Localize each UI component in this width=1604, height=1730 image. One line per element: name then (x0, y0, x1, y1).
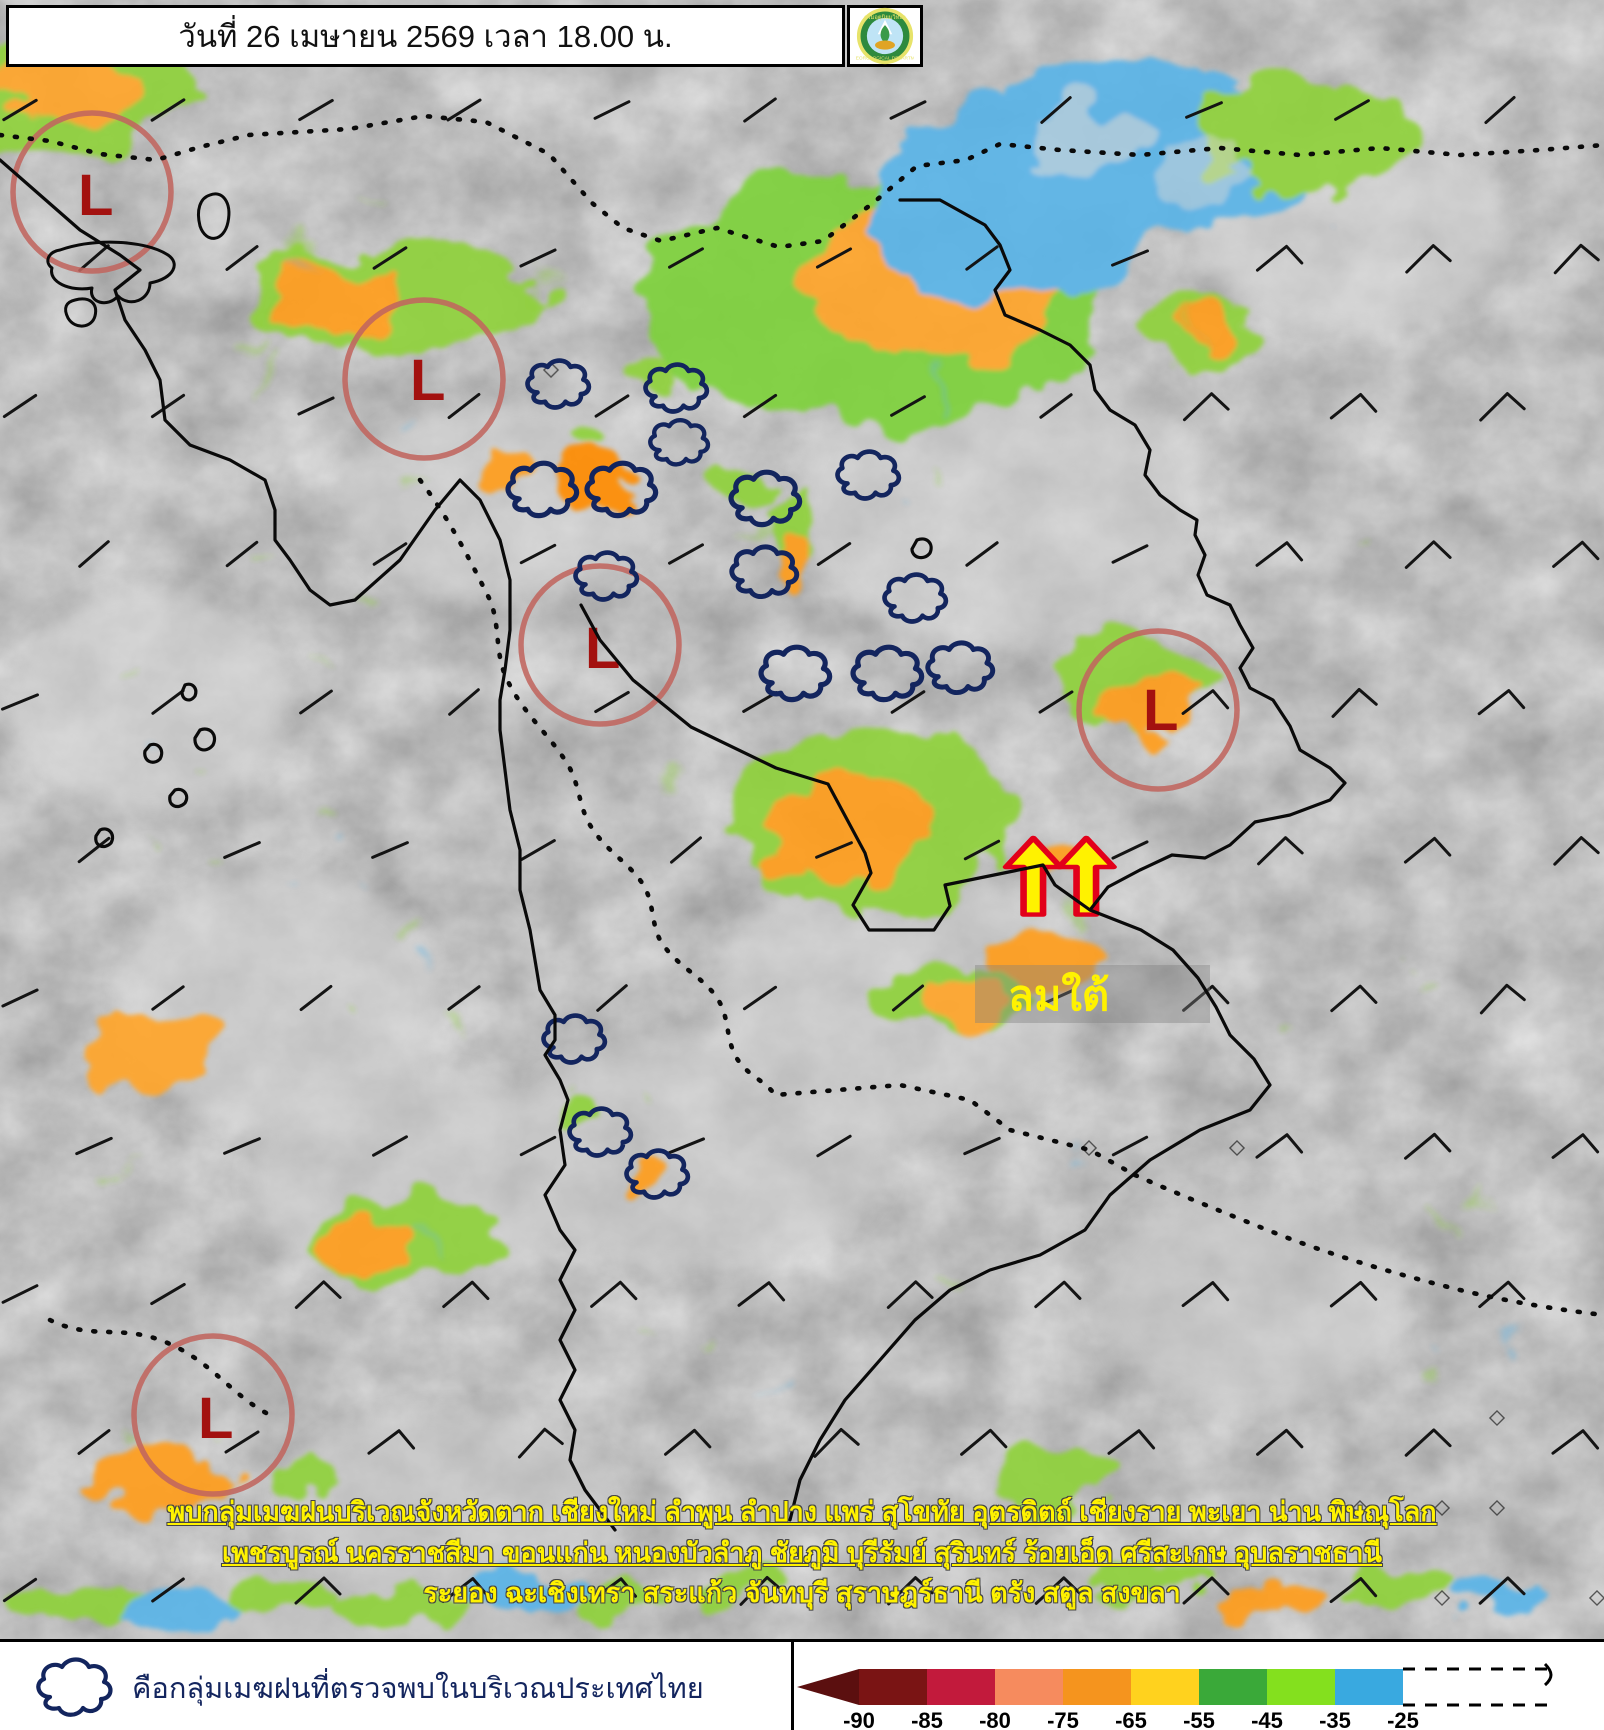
svg-text:-80: -80 (979, 1708, 1011, 1730)
svg-text:-45: -45 (1251, 1708, 1283, 1730)
svg-text:-35: -35 (1319, 1708, 1351, 1730)
svg-text:-75: -75 (1047, 1708, 1079, 1730)
svg-text:-85: -85 (911, 1708, 943, 1730)
svg-text:-90: -90 (843, 1708, 875, 1730)
svg-text:-55: -55 (1183, 1708, 1215, 1730)
svg-text:METEOROLOGICAL DEPARTMENT: METEOROLOGICAL DEPARTMENT (856, 56, 914, 62)
svg-text:กรมอุตุนิยมวิทยา: กรมอุตุนิยมวิทยา (864, 14, 906, 21)
svg-text:-65: -65 (1115, 1708, 1147, 1730)
svg-text:-25: -25 (1387, 1708, 1419, 1730)
